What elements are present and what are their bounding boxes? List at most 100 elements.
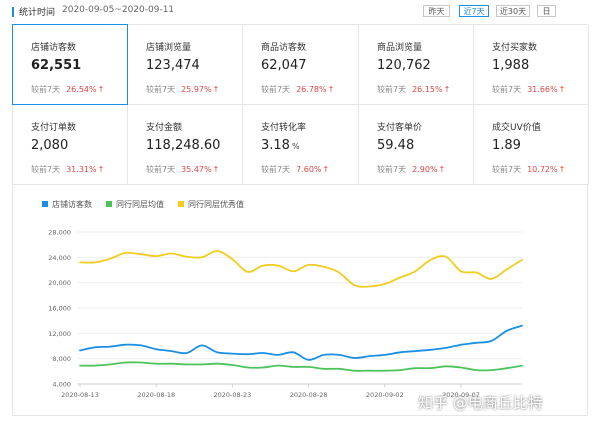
y-tick-label: 28,000 (48, 229, 71, 237)
metric-title: 支付订单数 (31, 123, 77, 133)
metric-title: 店铺浏览量 (146, 43, 192, 53)
y-tick-label: 8,000 (52, 355, 71, 363)
metric-compare: 较前7天 26.78%↑ (261, 84, 334, 95)
metric-compare: 较前7天 26.54%↑ (31, 84, 104, 95)
y-tick-label: 24,000 (48, 254, 71, 262)
arrow-up-icon: ↑ (327, 85, 335, 94)
metric-card[interactable]: 支付金额 118,248.60 较前7天 35.47%↑ (128, 105, 243, 185)
date-range-bar: 统计时间 2020-09-05~2020-09-11 昨天 近7天 近30天 日 (0, 0, 600, 22)
metric-value: 123,474 (146, 58, 200, 73)
metric-unit: % (291, 142, 300, 151)
y-tick-label: 4,000 (52, 381, 71, 389)
metric-title: 支付金额 (146, 123, 183, 133)
compare-label: 较前7天 (31, 165, 61, 174)
arrow-up-icon: ↑ (97, 85, 105, 94)
x-tick-label: 2020-08-18 (137, 391, 175, 399)
arrow-up-icon: ↑ (558, 85, 566, 94)
metric-compare: 较前7天 31.31%↑ (31, 164, 104, 175)
change-percent: 25.97% (181, 85, 212, 94)
section-marker (12, 7, 14, 17)
y-tick-label: 20,000 (48, 279, 71, 287)
metric-title: 支付客单价 (377, 123, 423, 133)
metric-compare: 较前7天 26.15%↑ (377, 84, 450, 95)
metric-compare: 较前7天 10.72%↑ (492, 164, 565, 175)
legend-swatch (106, 201, 112, 207)
metric-compare: 较前7天 31.66%↑ (492, 84, 565, 95)
x-tick-label: 2020-08-28 (290, 391, 328, 399)
series-line (79, 250, 523, 288)
compare-label: 较前7天 (146, 85, 176, 94)
change-percent: 26.54% (66, 85, 97, 94)
metric-card[interactable]: 商品浏览量 120,762 较前7天 26.15%↑ (359, 25, 474, 105)
metric-value: 62,551 (31, 58, 82, 73)
x-tick-label: 2020-08-13 (61, 391, 99, 399)
legend-label: 同行同层优秀值 (188, 200, 244, 209)
legend-item[interactable]: 店铺访客数 (42, 199, 92, 210)
metric-card[interactable]: 支付买家数 1,988 较前7天 31.66%↑ (474, 25, 589, 105)
metric-compare: 较前7天 35.47%↑ (146, 164, 219, 175)
btn-yesterday[interactable]: 昨天 (423, 5, 450, 17)
change-percent: 31.31% (66, 165, 97, 174)
arrow-up-icon: ↑ (212, 165, 220, 174)
chart-legend: 店铺访客数 同行同层均值 同行同层优秀值 (42, 199, 258, 210)
arrow-up-icon: ↑ (97, 165, 105, 174)
change-percent: 2.90% (412, 165, 438, 174)
trend-chart-panel: 店铺访客数 同行同层均值 同行同层优秀值 (12, 184, 588, 416)
metric-value: 118,248.60 (146, 138, 221, 153)
metric-value: 120,762 (377, 58, 431, 73)
stats-time-label: 统计时间 (19, 8, 56, 18)
legend-swatch (178, 201, 184, 207)
metric-title: 支付买家数 (492, 43, 538, 53)
metric-compare: 较前7天 2.90%↑ (377, 164, 445, 175)
change-percent: 35.47% (181, 165, 212, 174)
metric-title: 支付转化率 (261, 123, 307, 133)
compare-label: 较前7天 (492, 165, 522, 174)
legend-swatch (42, 201, 48, 207)
legend-item[interactable]: 同行同层优秀值 (178, 199, 244, 210)
metric-value: 62,047 (261, 58, 307, 73)
metric-title: 商品访客数 (261, 43, 307, 53)
x-tick-label: 2020-08-23 (214, 391, 252, 399)
y-tick-label: 16,000 (48, 305, 71, 313)
metric-card[interactable]: 店铺访客数 62,551 较前7天 26.54%↑ (12, 24, 128, 105)
metric-value: 3.18% (261, 138, 300, 153)
arrow-up-icon: ↑ (558, 165, 566, 174)
legend-item[interactable]: 同行同层均值 (106, 199, 164, 210)
legend-label: 店铺访客数 (52, 200, 92, 209)
btn-daily[interactable]: 日 (537, 5, 556, 17)
btn-last-7-days[interactable]: 近7天 (459, 5, 489, 17)
watermark: 知乎 @电商丘比特 (418, 394, 543, 412)
metric-card[interactable]: 商品访客数 62,047 较前7天 26.78%↑ (243, 25, 359, 105)
change-percent: 26.78% (296, 85, 327, 94)
metric-title: 商品浏览量 (377, 43, 423, 53)
btn-last-30-days[interactable]: 近30天 (496, 5, 530, 17)
metric-title: 成交UV价值 (492, 123, 541, 133)
metric-title: 店铺访客数 (31, 43, 77, 53)
change-percent: 7.60% (296, 165, 322, 174)
metric-compare: 较前7天 25.97%↑ (146, 84, 219, 95)
compare-label: 较前7天 (377, 85, 407, 94)
metric-card[interactable]: 店铺浏览量 123,474 较前7天 25.97%↑ (128, 25, 243, 105)
metric-value: 2,080 (31, 138, 69, 153)
compare-label: 较前7天 (261, 85, 291, 94)
y-tick-label: 12,000 (48, 330, 71, 338)
change-percent: 10.72% (527, 165, 558, 174)
metrics-grid: 店铺访客数 62,551 较前7天 26.54%↑ 店铺浏览量 123,474 较前7天 25… (12, 24, 589, 185)
metric-value: 1.89 (492, 138, 521, 153)
compare-label: 较前7天 (261, 165, 291, 174)
legend-label: 同行同层均值 (116, 200, 164, 209)
series-line (79, 324, 523, 361)
date-range-text: 2020-09-05~2020-09-11 (62, 5, 175, 15)
series-line (79, 361, 523, 372)
compare-label: 较前7天 (492, 85, 522, 94)
arrow-up-icon: ↑ (438, 165, 446, 174)
arrow-up-icon: ↑ (212, 85, 220, 94)
x-tick-label: 2020-09-07 (442, 391, 480, 399)
change-percent: 26.15% (412, 85, 443, 94)
metric-value: 1,988 (492, 58, 530, 73)
metric-value: 59.48 (377, 138, 415, 153)
arrow-up-icon: ↑ (443, 85, 451, 94)
metric-compare: 较前7天 7.60%↑ (261, 164, 329, 175)
compare-label: 较前7天 (377, 165, 407, 174)
